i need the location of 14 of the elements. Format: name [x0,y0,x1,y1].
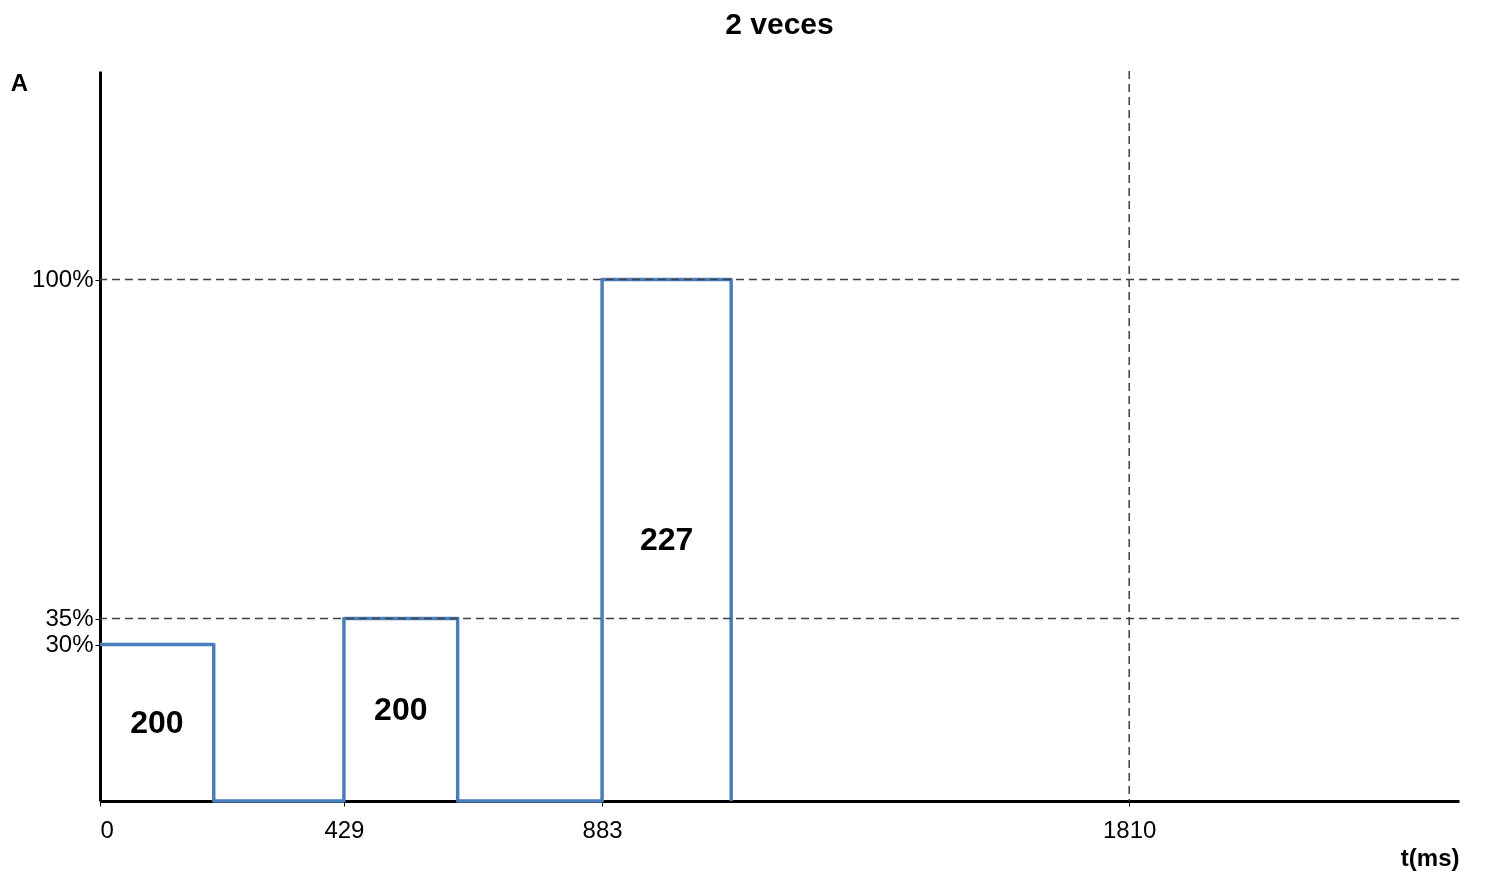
x-axis-title: t(ms) [1400,843,1460,871]
x-tick-label: 1810 [1103,815,1157,843]
annotation: 200 [374,690,428,727]
chart-title: 2 veces [725,7,834,41]
x-tick-label: 0 [100,815,114,843]
line-series [98,277,733,803]
y-tick-label: 35% [45,604,94,631]
annotation: 227 [639,521,694,558]
x-tick-label: 429 [324,815,365,843]
x-tick-label: 883 [582,815,623,843]
annotation: 200 [130,703,184,740]
y-tick-label: 100% [32,265,94,293]
y-tick-label: 30% [45,630,94,658]
y-axis-title: A [10,68,29,96]
